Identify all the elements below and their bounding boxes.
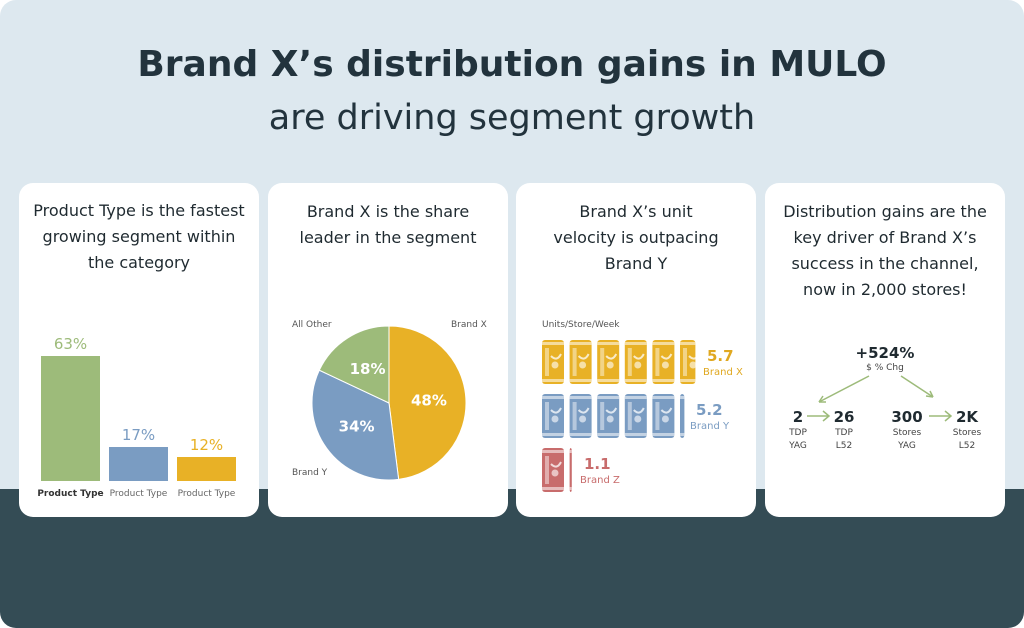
can-icon	[680, 340, 700, 384]
can-icon	[569, 340, 592, 384]
stores-l52-period: L52	[958, 441, 976, 451]
velocity-value-brand-x: 5.7	[707, 347, 734, 365]
velocity-can-chart	[542, 340, 700, 492]
bar-1	[41, 356, 100, 481]
tdp-l52-period: L52	[835, 441, 853, 451]
pie-value-label-3: 18%	[350, 360, 386, 378]
velocity-value-brand-z: 1.1	[584, 455, 611, 473]
tdp-yag-period: YAG	[789, 441, 807, 451]
branch-arrow-right	[900, 375, 934, 398]
segment-growth-card: Product Type is the fastest growing segm…	[19, 183, 259, 517]
share-pie-chart: 48% 34% 18%	[311, 325, 467, 481]
card-heading: Brand X is the share leader in the segme…	[299, 202, 477, 247]
pie-label-brand-x: Brand X	[451, 320, 487, 330]
tdp-l52-value: 26	[833, 408, 855, 426]
velocity-axis-label: Units/Store/Week	[542, 320, 620, 330]
velocity-label-brand-x: Brand X	[703, 367, 743, 378]
can-icon	[542, 448, 564, 492]
distribution-arrows	[807, 375, 953, 422]
stores-yag-label: Stores	[892, 428, 922, 438]
velocity-value-brand-y: 5.2	[696, 401, 723, 419]
bar-value-label-2: 17%	[121, 426, 156, 445]
bar-3	[177, 457, 236, 481]
can-icon	[542, 340, 564, 384]
bar-value-label-1: 63%	[53, 335, 88, 353]
velocity-label-brand-y: Brand Y	[690, 421, 730, 432]
velocity-label-brand-z: Brand Z	[580, 475, 620, 486]
distribution-card: Distribution gains are the key driver of…	[765, 183, 1005, 517]
stores-l52-value: 2K	[955, 408, 979, 426]
tdp-l52-label: TDP	[835, 428, 853, 438]
can-icon	[624, 340, 647, 384]
pie-label-all-other: All Other	[292, 320, 332, 330]
page-subtitle: are driving segment growth	[268, 98, 756, 138]
can-icon	[569, 448, 572, 492]
can-icon	[597, 340, 620, 384]
card-heading: Product Type is the fastest growing segm…	[33, 201, 245, 272]
pie-value-label-1: 48%	[411, 391, 447, 409]
can-icon	[624, 394, 647, 438]
bar-category-label-3: Product Type	[177, 489, 236, 499]
stores-arrow	[929, 410, 953, 422]
tdp-yag-value: 2	[792, 408, 804, 426]
bar-category-label-1: Product Type	[37, 489, 104, 499]
branch-arrow-right-head	[925, 390, 934, 398]
can-icon	[597, 394, 620, 438]
tdp-arrow	[807, 410, 831, 422]
pie-slice-all-other	[318, 325, 390, 404]
card-heading: Distribution gains are the key driver of…	[783, 202, 987, 299]
can-icon	[652, 340, 675, 384]
pie-value-label-2: 34%	[339, 418, 375, 436]
dollar-change-label: $ % Chg	[866, 363, 904, 373]
can-icon	[652, 394, 675, 438]
can-icon	[569, 394, 592, 438]
share-card: Brand X is the share leader in the segme…	[268, 183, 508, 517]
dollar-change-value: +524%	[855, 344, 915, 362]
can-icon	[680, 394, 685, 438]
bar-value-label-3: 12%	[189, 436, 224, 455]
stores-yag-value: 300	[891, 408, 923, 426]
bar-category-label-2: Product Type	[109, 489, 168, 499]
stores-yag-period: YAG	[898, 441, 916, 451]
velocity-card: Brand X’s unit velocity is outpacing Bra…	[516, 183, 756, 517]
card-heading: Brand X’s unit velocity is outpacing Bra…	[553, 202, 719, 273]
page-title: Brand X’s distribution gains in MULO	[137, 44, 887, 85]
pie-slice-brand-x	[388, 325, 467, 480]
branch-arrow-left	[818, 375, 870, 403]
branch-arrow-left-head	[818, 395, 826, 403]
stores-l52-label: Stores	[952, 428, 982, 438]
can-icon	[542, 394, 564, 438]
pie-label-brand-y: Brand Y	[292, 468, 328, 478]
bar-2	[109, 447, 168, 481]
tdp-yag-label: TDP	[789, 428, 807, 438]
